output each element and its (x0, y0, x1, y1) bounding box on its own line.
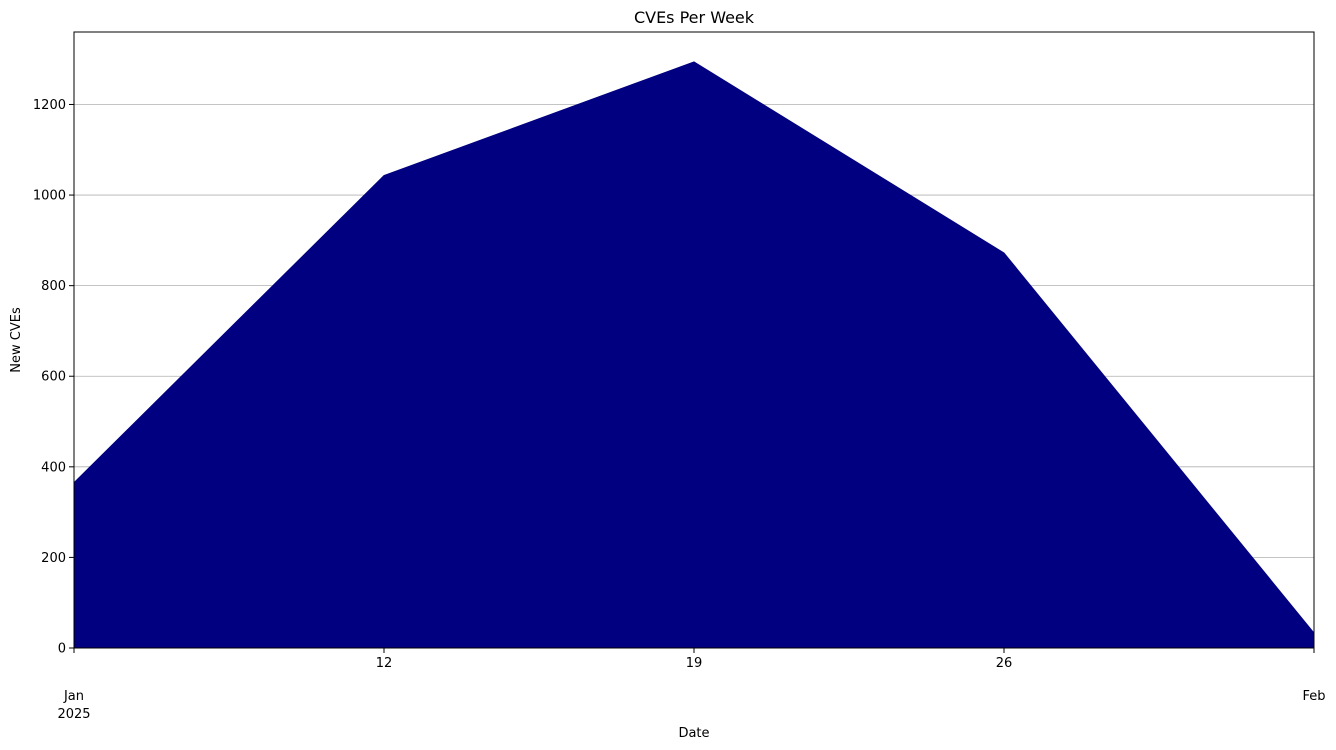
x-tick-sublabel: 2025 (57, 707, 90, 722)
x-tick-label: 19 (686, 656, 703, 671)
y-tick-label: 600 (41, 370, 66, 385)
y-tick-label: 200 (41, 551, 66, 566)
y-tick-label: 0 (58, 642, 66, 657)
y-tick-label: 1000 (33, 189, 66, 204)
y-axis-label: New CVEs (9, 307, 24, 373)
x-tick-label: Jan (63, 689, 84, 704)
x-axis-label: Date (678, 726, 709, 741)
y-axis-ticks: 0 200 400 600 800 1000 1200 (33, 98, 74, 657)
y-tick-label: 800 (41, 279, 66, 294)
x-tick-label: 26 (996, 656, 1013, 671)
y-tick-label: 400 (41, 460, 66, 475)
x-tick-label: Feb (1302, 689, 1325, 704)
y-tick-label: 1200 (33, 98, 66, 113)
x-axis-ticks: Jan 2025 12 19 26 Feb (57, 648, 1326, 722)
chart-title: CVEs Per Week (634, 8, 755, 27)
x-tick-label: 12 (376, 656, 393, 671)
